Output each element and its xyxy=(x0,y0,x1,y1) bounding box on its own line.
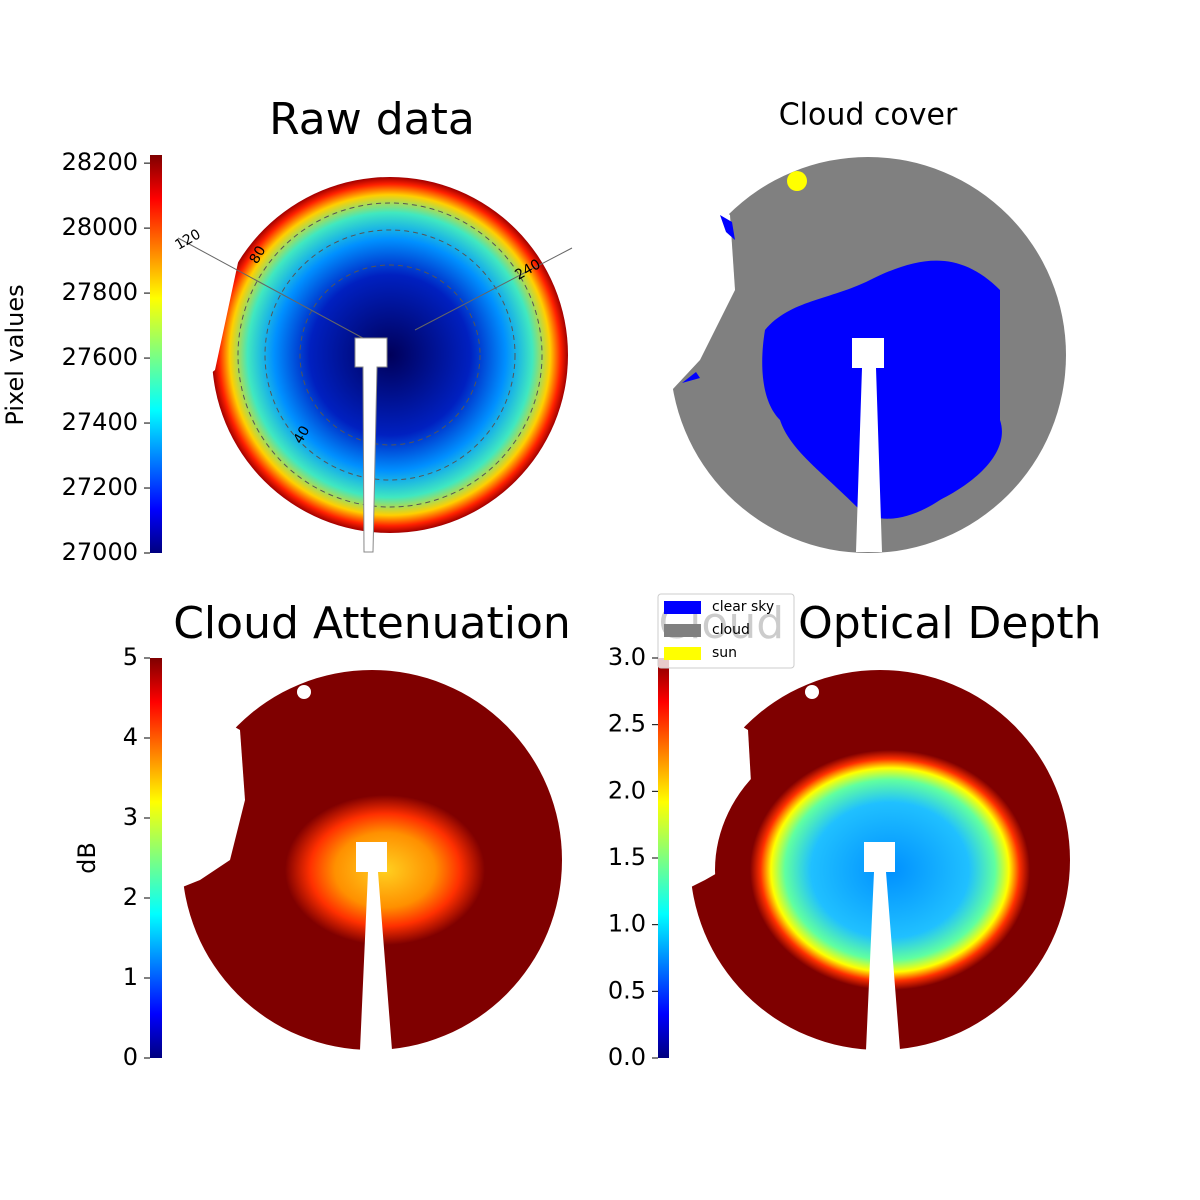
polar-label: 80 xyxy=(247,243,270,266)
tick-label: 1.5 xyxy=(608,843,646,871)
tick-label: 27800 xyxy=(62,278,138,306)
tick-label: 5 xyxy=(123,643,138,671)
panel-title: Cloud cover xyxy=(779,98,958,133)
panel-title: Cloud Attenuation xyxy=(173,598,571,649)
tick-label: 4 xyxy=(123,723,138,751)
polar-label: 40 xyxy=(291,423,314,446)
legend-label: sun xyxy=(712,645,737,661)
tick-label: 27000 xyxy=(62,538,138,566)
clear-sky-edge xyxy=(682,215,735,383)
panel-title: Raw data xyxy=(269,94,475,145)
optical-depth-image xyxy=(680,670,1070,1050)
legend-swatch xyxy=(664,624,701,637)
tick-label: 3.0 xyxy=(608,643,646,671)
tick-label: 27400 xyxy=(62,408,138,436)
tick-label: 27600 xyxy=(62,343,138,371)
tick-label: 28200 xyxy=(62,148,138,176)
cloud-cover-image xyxy=(650,157,1066,553)
legend-label: cloud xyxy=(712,622,750,638)
colorbar xyxy=(150,658,162,1058)
tick-label: 1 xyxy=(123,963,138,991)
tick-label: 2 xyxy=(123,883,138,911)
tick-label: 2.5 xyxy=(608,710,646,738)
colorbar-label: Pixel values xyxy=(1,284,29,425)
tick-label: 3 xyxy=(123,803,138,831)
legend-swatch xyxy=(664,647,701,660)
legend-label: clear sky xyxy=(712,599,774,615)
tick-label: 2.0 xyxy=(608,776,646,804)
tick-label: 28000 xyxy=(62,213,138,241)
tick-label: 0.5 xyxy=(608,976,646,1004)
tick-label: 0 xyxy=(123,1043,138,1071)
attenuation-image xyxy=(170,670,562,1050)
legend-swatch xyxy=(664,601,701,614)
colorbar-label: dB xyxy=(73,842,101,874)
colorbar xyxy=(150,155,162,553)
tick-label: 0.0 xyxy=(608,1043,646,1071)
colorbar xyxy=(658,658,669,1058)
sun-marker xyxy=(787,171,807,191)
raw-image xyxy=(160,160,573,553)
tick-label: 1.0 xyxy=(608,910,646,938)
tick-label: 27200 xyxy=(62,473,138,501)
